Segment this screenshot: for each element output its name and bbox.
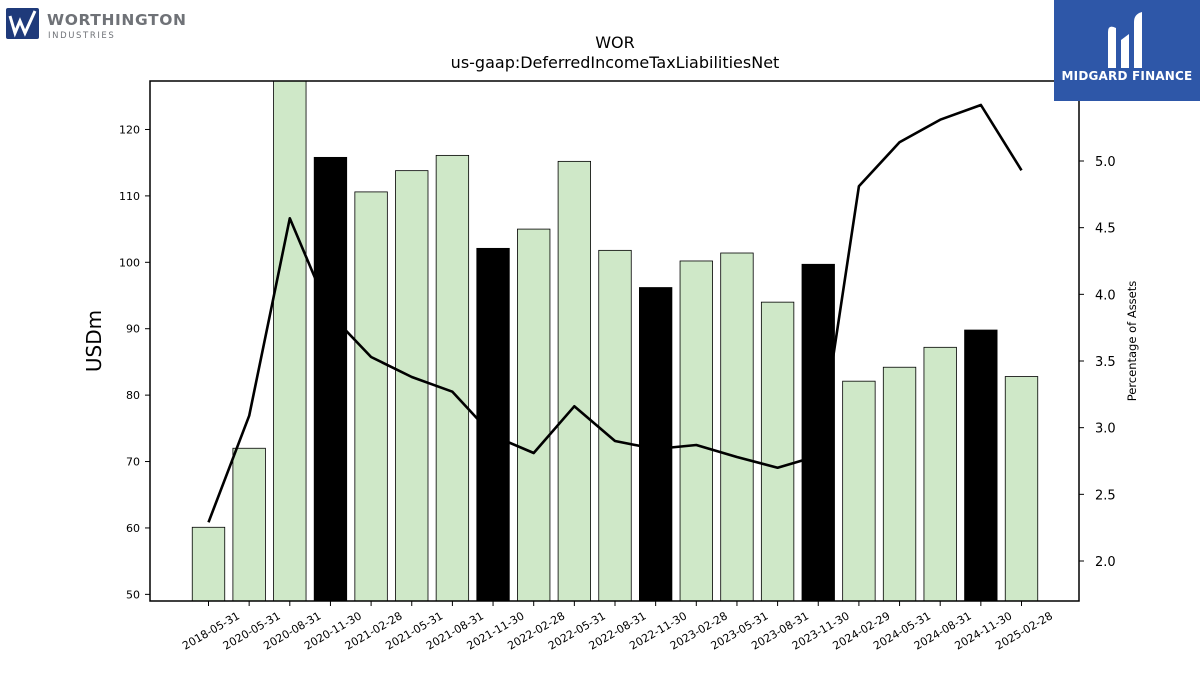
chart-subtitle: us-gaap:DeferredIncomeTaxLiabilitiesNet [450,53,780,72]
bar-2022-02-28 [517,228,551,601]
y2-tick-label-2: 2.0 [1095,555,1116,570]
worthington-logo-icon [6,8,39,39]
y-tick-label-60: 60 [126,522,140,535]
bar-2023-02-28 [679,260,713,601]
bar-2020-08-31 [273,81,307,601]
y2-tick-label-5: 5.0 [1095,155,1116,170]
bar-2023-08-31 [760,301,795,601]
bar-2024-02-29 [842,380,876,601]
chart-title: WOR [595,33,635,52]
y-tick-label-80: 80 [126,389,140,402]
bar-2018-05-31 [191,526,226,601]
midgard-logo-icon [1108,12,1142,69]
bar-2021-05-31 [395,170,429,601]
y-tick-label-120: 120 [119,123,140,136]
y-tick-label-70: 70 [126,456,140,469]
y-tick-label-90: 90 [126,323,140,336]
worthington-logo-name: WORTHINGTON [47,11,187,29]
bar-2025-02-28 [1004,376,1039,601]
worthington-logo: WORTHINGTON INDUSTRIES [6,8,186,42]
midgard-logo: MIDGARD FINANCE [1054,0,1200,101]
bar-2021-08-31 [435,154,470,601]
bar-2022-11-30 [639,287,673,601]
y-tick-label-110: 110 [119,190,140,203]
bar-2020-05-31 [232,447,266,601]
bar-2022-05-31 [557,160,591,601]
y-axis-label: USDm [82,310,106,372]
y2-tick-label-4.5: 4.5 [1095,222,1116,237]
bar-2024-11-30 [964,329,998,601]
y2-tick-label-4: 4.0 [1095,288,1116,303]
bar-2023-05-31 [720,252,754,601]
bar-2023-11-30 [801,263,835,601]
y-tick-label-50: 50 [126,588,140,601]
bar-2024-05-31 [882,366,917,601]
bar-2020-11-30 [313,156,348,601]
y-tick-label-100: 100 [119,256,140,269]
midgard-logo-name: MIDGARD FINANCE [1061,69,1193,83]
bar-2021-02-28 [354,191,388,601]
bar-2024-08-31 [923,346,957,601]
worthington-logo-sub: INDUSTRIES [48,31,116,41]
y2-tick-label-3.5: 3.5 [1095,355,1116,370]
bar-2022-08-31 [598,249,632,601]
percentage-of-assets-line [207,103,1023,523]
y2-axis-label: Percentage of Assets [1125,281,1139,402]
y2-tick-label-2.5: 2.5 [1095,488,1116,503]
y2-tick-label-3: 3.0 [1095,422,1116,437]
